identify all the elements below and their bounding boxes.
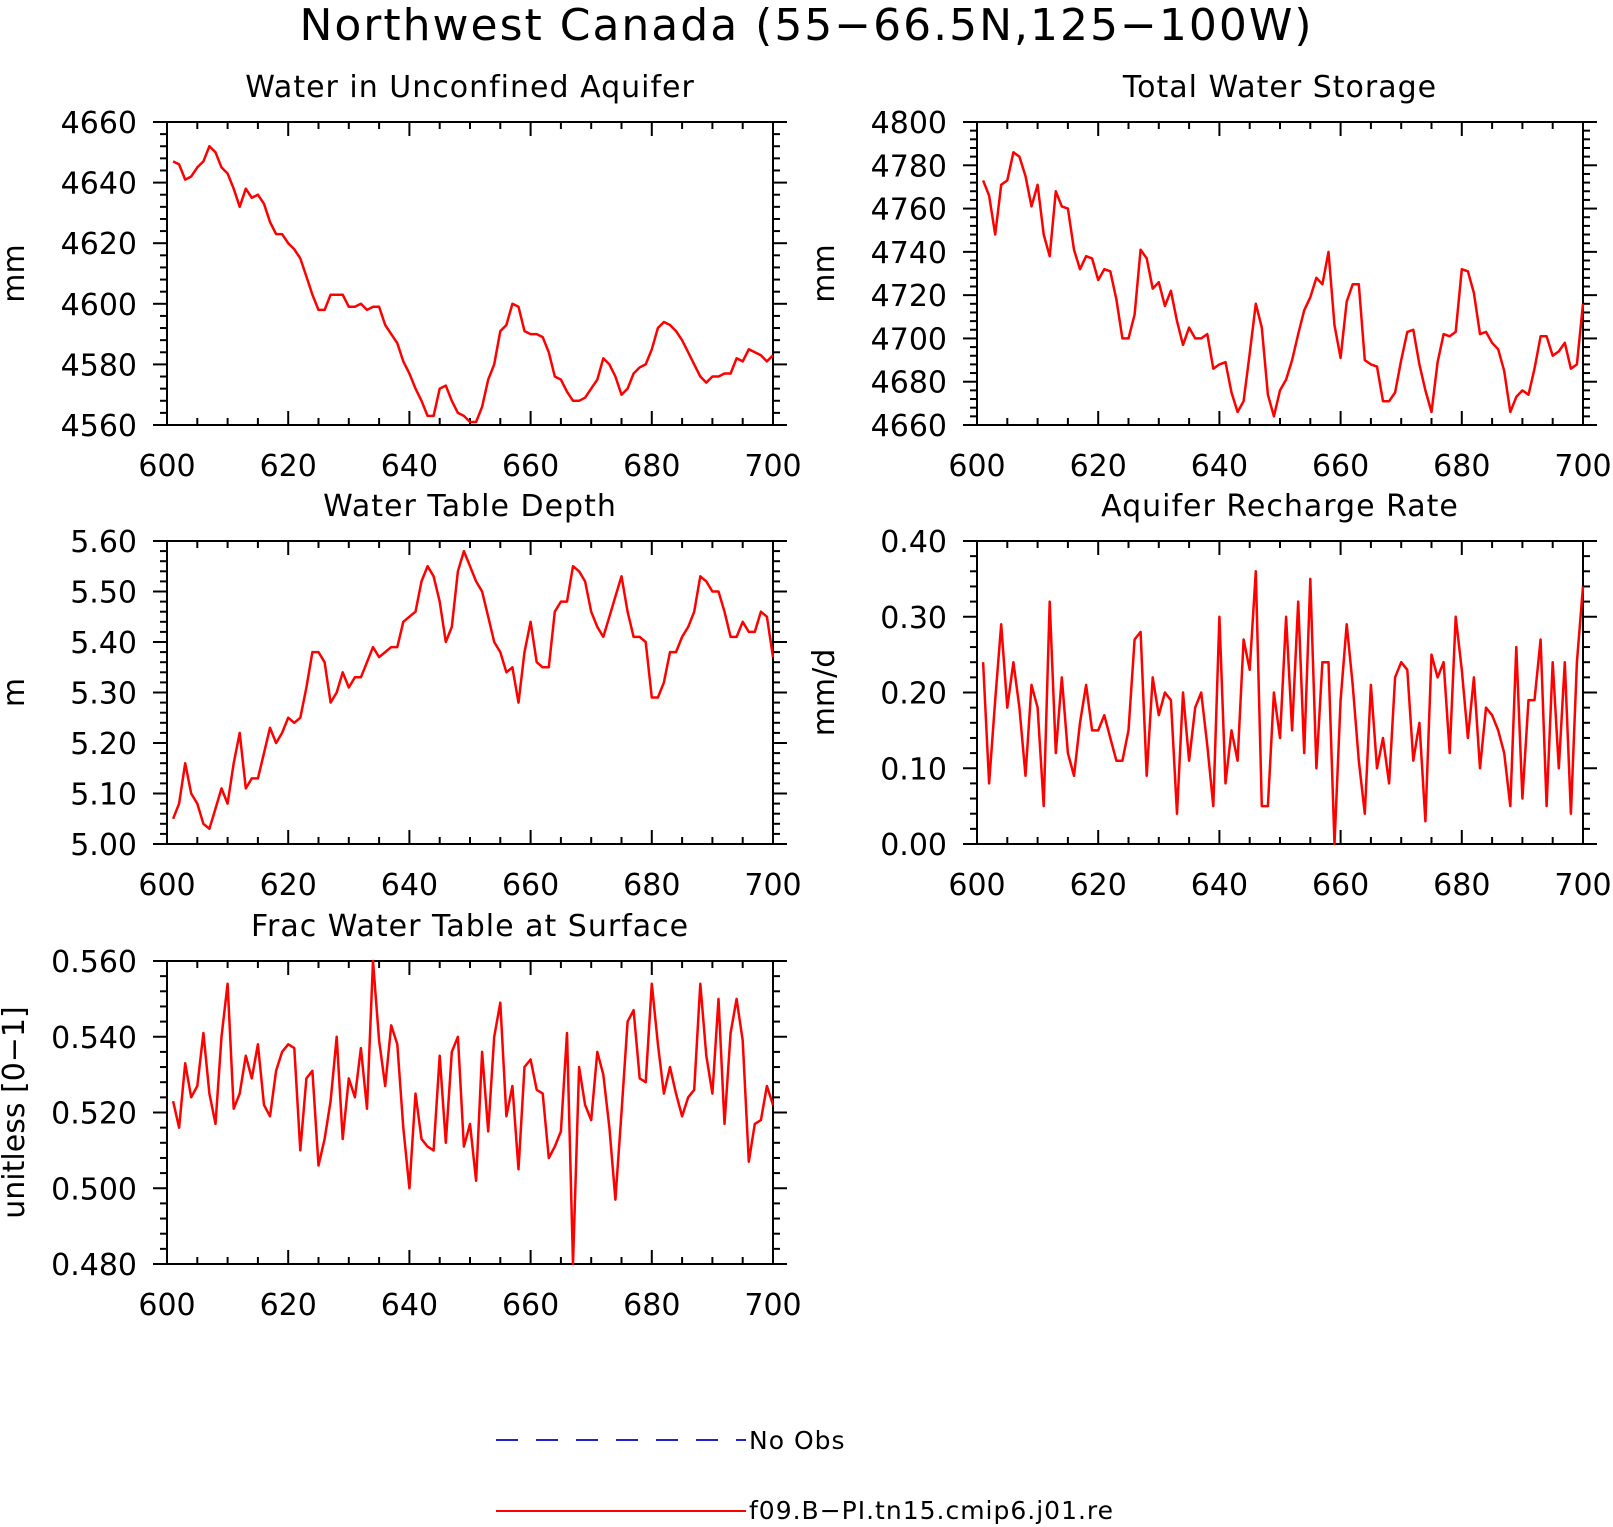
x-tick-label: 680 xyxy=(623,449,680,484)
legend-label-model-run: f09.B−PI.tn15.cmip6.j01.re xyxy=(749,1496,1115,1525)
y-axis-label: mm/d xyxy=(807,649,842,737)
x-tick-label: 620 xyxy=(1070,868,1127,903)
y-tick-label: 5.40 xyxy=(70,626,137,661)
plot-frame xyxy=(976,121,1584,426)
y-tick-label: 4720 xyxy=(871,279,947,314)
x-tick-label: 680 xyxy=(623,868,680,903)
x-tick-label: 640 xyxy=(381,1288,438,1323)
y-tick-label: 0.540 xyxy=(51,1021,137,1056)
y-tick-label: 5.00 xyxy=(70,828,137,863)
figure-title: Northwest Canada (55−66.5N,125−100W) xyxy=(299,0,1314,51)
panel-title: Aquifer Recharge Rate xyxy=(1101,489,1459,524)
x-tick-label: 620 xyxy=(1070,449,1127,484)
y-tick-label: 0.10 xyxy=(880,752,947,787)
x-tick-label: 660 xyxy=(502,1288,559,1323)
series-line xyxy=(171,549,775,831)
y-axis-label: unitless [0−1] xyxy=(0,1006,32,1218)
y-tick-label: 4740 xyxy=(871,236,947,271)
x-tick-label: 680 xyxy=(623,1288,680,1323)
y-tick-label: 0.560 xyxy=(51,945,137,980)
x-tick-label: 640 xyxy=(1191,868,1248,903)
series-line xyxy=(981,570,1585,846)
y-axis-label: mm xyxy=(807,244,842,302)
series-line xyxy=(172,144,774,424)
series-line xyxy=(171,959,775,1266)
x-tick-label: 640 xyxy=(1191,449,1248,484)
x-tick-label: 700 xyxy=(1554,449,1611,484)
y-tick-label: 4700 xyxy=(871,322,947,357)
x-tick-label: 660 xyxy=(1312,449,1369,484)
chart-panel-2: 600 620 640 660 680 700 4660 4680 4700 4720 4740 47… xyxy=(807,70,1612,484)
y-tick-label: 0.520 xyxy=(51,1097,137,1132)
y-tick-label: 5.50 xyxy=(70,576,137,611)
y-axis-label: m xyxy=(0,678,32,707)
x-tick-label: 600 xyxy=(138,449,195,484)
x-tick-label: 640 xyxy=(381,868,438,903)
x-tick-label: 660 xyxy=(502,868,559,903)
chart-panel-5: 600 620 640 660 680 700 0.480 0.500 0.520 0.540 0.… xyxy=(0,909,802,1323)
x-tick-label: 620 xyxy=(260,1288,317,1323)
x-tick-label: 680 xyxy=(1433,868,1490,903)
x-tick-label: 620 xyxy=(260,868,317,903)
x-tick-label: 600 xyxy=(948,449,1005,484)
x-tick-label: 620 xyxy=(260,449,317,484)
y-tick-label: 0.20 xyxy=(880,677,947,712)
x-tick-label: 600 xyxy=(138,1288,195,1323)
chart-panel-4: 600 620 640 660 680 700 0.00 0.10 0.20 0.30 0.40 mm… xyxy=(807,489,1612,903)
chart-panel-3: 600 620 640 660 680 700 5.00 5.10 5.20 5.30 5.40 5.… xyxy=(0,489,802,903)
y-tick-label: 4680 xyxy=(871,366,947,401)
y-tick-label: 0.00 xyxy=(880,828,947,863)
y-tick-label: 4780 xyxy=(871,149,947,184)
plot-frame xyxy=(976,540,1584,845)
y-tick-label: 4620 xyxy=(61,227,137,262)
panel-title: Water in Unconfined Aquifer xyxy=(245,70,695,105)
y-tick-label: 0.500 xyxy=(51,1172,137,1207)
x-tick-label: 660 xyxy=(502,449,559,484)
x-tick-label: 700 xyxy=(744,868,801,903)
y-tick-label: 0.480 xyxy=(51,1248,137,1283)
y-tick-label: 4660 xyxy=(61,106,137,141)
y-tick-label: 4580 xyxy=(61,348,137,383)
y-tick-label: 4560 xyxy=(61,409,137,444)
x-tick-label: 680 xyxy=(1433,449,1490,484)
x-tick-label: 700 xyxy=(744,449,801,484)
y-tick-label: 4800 xyxy=(871,106,947,141)
y-tick-label: 4660 xyxy=(871,409,947,444)
y-tick-label: 5.60 xyxy=(70,525,137,560)
plot-frame xyxy=(166,540,774,845)
y-tick-label: 4600 xyxy=(61,288,137,323)
y-axis-label: mm xyxy=(0,244,32,302)
y-tick-label: 4760 xyxy=(871,193,947,228)
y-tick-label: 5.20 xyxy=(70,727,137,762)
y-tick-label: 0.40 xyxy=(880,525,947,560)
y-tick-label: 4640 xyxy=(61,167,137,202)
plot-frame xyxy=(166,121,774,426)
panel-title: Frac Water Table at Surface xyxy=(251,909,689,944)
x-tick-label: 700 xyxy=(744,1288,801,1323)
y-tick-label: 0.30 xyxy=(880,601,947,636)
series-line xyxy=(981,151,1585,418)
x-tick-label: 600 xyxy=(948,868,1005,903)
x-tick-label: 640 xyxy=(381,449,438,484)
y-tick-label: 5.30 xyxy=(70,677,137,712)
y-tick-label: 5.10 xyxy=(70,778,137,813)
legend-label-no-obs: No Obs xyxy=(749,1426,846,1455)
x-tick-label: 700 xyxy=(1554,868,1611,903)
panel-title: Total Water Storage xyxy=(1122,70,1437,105)
legend xyxy=(496,1439,746,1512)
x-tick-label: 600 xyxy=(138,868,195,903)
panel-title: Water Table Depth xyxy=(323,489,617,524)
chart-panel-1: 600 620 640 660 680 700 4560 4580 4600 4620 4640 46… xyxy=(0,70,802,484)
x-tick-label: 660 xyxy=(1312,868,1369,903)
